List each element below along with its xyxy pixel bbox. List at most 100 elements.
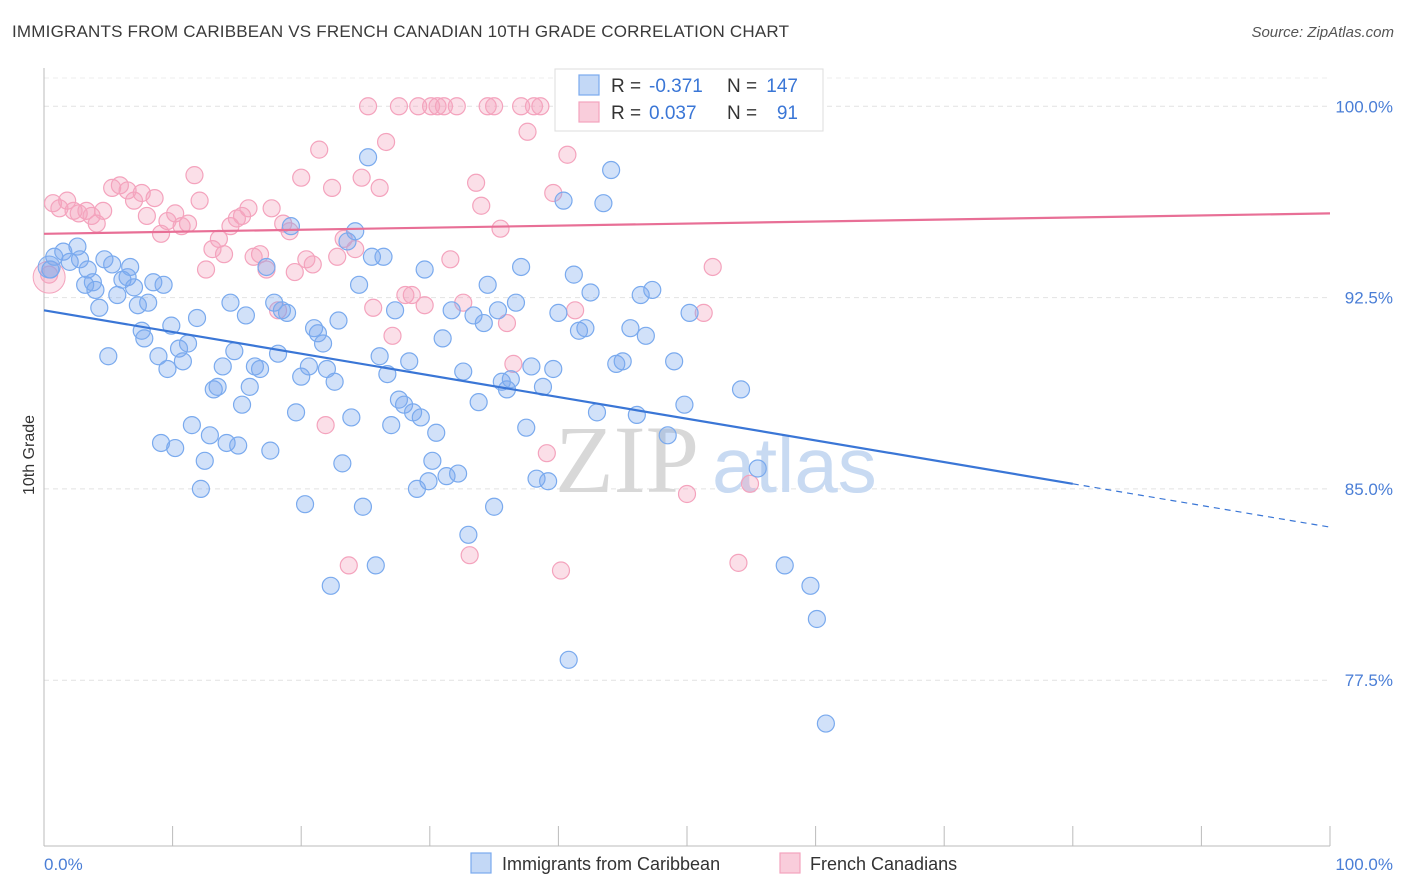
point-caribbean bbox=[539, 472, 558, 491]
point-caribbean bbox=[121, 257, 140, 277]
point-caribbean bbox=[775, 556, 794, 575]
point-caribbean bbox=[124, 278, 144, 297]
stats-box: R = -0.371 N = 147 R = 0.037 N = 91 bbox=[554, 68, 824, 132]
point-french-canadians bbox=[537, 444, 556, 463]
tick-labels: 77.5% 85.0% 92.5% 100.0% 0.0% 100.0% bbox=[44, 97, 1393, 874]
point-french-canadians bbox=[504, 354, 523, 373]
point-caribbean bbox=[173, 352, 192, 371]
source-label: Source: ZipAtlas.com bbox=[1251, 24, 1394, 41]
point-french-canadians bbox=[178, 214, 198, 233]
point-caribbean bbox=[149, 347, 168, 366]
point-french-canadians bbox=[239, 199, 258, 218]
point-caribbean bbox=[419, 472, 438, 491]
point-french-canadians bbox=[316, 416, 335, 435]
point-caribbean bbox=[485, 497, 504, 516]
point-caribbean bbox=[400, 352, 419, 371]
point-french-canadians bbox=[677, 484, 697, 504]
point-caribbean bbox=[240, 377, 259, 396]
point-caribbean bbox=[581, 283, 600, 302]
point-caribbean bbox=[631, 285, 650, 305]
point-caribbean bbox=[454, 362, 473, 381]
point-caribbean bbox=[265, 293, 284, 312]
point-caribbean bbox=[86, 280, 105, 300]
gridlines bbox=[44, 77, 1330, 681]
point-caribbean bbox=[90, 298, 109, 317]
point-caribbean bbox=[70, 250, 90, 269]
point-french-canadians bbox=[203, 240, 222, 259]
point-caribbean bbox=[325, 372, 344, 391]
chart-title: IMMIGRANTS FROM CARIBBEAN VS FRENCH CANA… bbox=[12, 22, 790, 41]
point-caribbean bbox=[353, 497, 373, 516]
point-caribbean bbox=[374, 247, 393, 266]
point-caribbean bbox=[187, 308, 207, 328]
point-caribbean bbox=[544, 359, 563, 379]
point-french-canadians bbox=[303, 255, 322, 274]
point-french-canadians bbox=[478, 97, 497, 116]
stats-n-label-1: N = bbox=[727, 76, 757, 97]
point-caribbean bbox=[807, 609, 826, 629]
point-caribbean bbox=[517, 418, 536, 437]
point-caribbean bbox=[333, 454, 352, 473]
point-caribbean bbox=[801, 576, 820, 595]
point-caribbean bbox=[272, 301, 292, 320]
point-french-canadians bbox=[512, 97, 531, 116]
x-tick-label-min: 0.0% bbox=[44, 855, 83, 874]
point-caribbean bbox=[99, 347, 118, 366]
point-french-canadians bbox=[415, 296, 434, 315]
point-french-canadians bbox=[214, 245, 234, 264]
y-tick-label: 85.0% bbox=[1345, 480, 1393, 499]
point-caribbean bbox=[587, 403, 607, 422]
point-french-canadians bbox=[352, 168, 371, 187]
point-french-canadians bbox=[460, 546, 479, 565]
point-french-canadians bbox=[185, 166, 204, 185]
point-caribbean bbox=[636, 326, 655, 345]
point-caribbean bbox=[643, 280, 662, 300]
point-caribbean bbox=[423, 451, 442, 470]
point-french-canadians bbox=[339, 556, 358, 575]
stats-n-value-1: 147 bbox=[766, 76, 798, 97]
point-french-canadians bbox=[466, 173, 486, 192]
point-french-canadians bbox=[740, 474, 760, 493]
point-french-canadians bbox=[364, 298, 383, 317]
point-french-canadians bbox=[472, 196, 491, 215]
point-caribbean bbox=[338, 232, 357, 251]
point-french-canadians bbox=[94, 201, 113, 220]
point-caribbean bbox=[151, 433, 171, 453]
point-french-canadians bbox=[285, 262, 304, 282]
point-caribbean bbox=[433, 329, 452, 348]
point-french-canadians bbox=[118, 181, 137, 200]
point-caribbean bbox=[658, 426, 677, 445]
point-caribbean bbox=[385, 301, 405, 320]
point-french-canadians bbox=[137, 206, 156, 226]
point-caribbean bbox=[370, 347, 389, 366]
point-french-canadians bbox=[322, 178, 342, 197]
point-caribbean bbox=[166, 438, 185, 458]
point-caribbean bbox=[295, 495, 315, 514]
legend-swatch-blue bbox=[470, 852, 492, 874]
point-caribbean bbox=[292, 367, 311, 386]
point-french-canadians bbox=[434, 97, 454, 116]
stats-r-label-1: R = bbox=[611, 76, 641, 97]
point-french-canadians bbox=[64, 201, 83, 220]
point-french-canadians bbox=[124, 191, 144, 210]
point-caribbean bbox=[748, 459, 767, 478]
legend-swatch-pink bbox=[779, 852, 801, 874]
point-caribbean bbox=[195, 451, 214, 470]
point-french-canadians bbox=[491, 219, 510, 238]
trend-line-french-canadians bbox=[43, 212, 1331, 235]
axes bbox=[43, 68, 1331, 847]
point-caribbean bbox=[321, 576, 340, 595]
point-french-canadians bbox=[376, 132, 396, 152]
point-caribbean bbox=[442, 301, 461, 320]
point-caribbean bbox=[108, 285, 127, 305]
trend-line-caribbean-extension bbox=[1072, 483, 1331, 528]
point-caribbean bbox=[213, 357, 232, 376]
point-french-canadians bbox=[566, 301, 585, 320]
trend-line-caribbean bbox=[43, 309, 1073, 485]
point-caribbean bbox=[178, 334, 198, 353]
point-french-canadians bbox=[551, 561, 571, 580]
point-caribbean bbox=[208, 377, 227, 396]
point-french-canadians bbox=[292, 168, 311, 187]
point-caribbean bbox=[549, 303, 568, 322]
